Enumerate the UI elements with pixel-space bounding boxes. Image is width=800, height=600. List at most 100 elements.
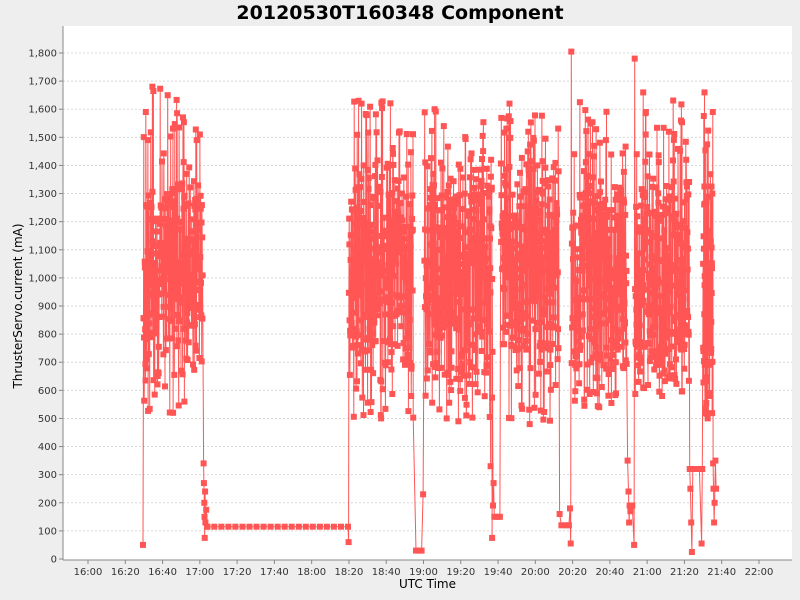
data-point-marker bbox=[600, 311, 607, 318]
data-point-marker bbox=[431, 315, 438, 322]
data-point-marker bbox=[448, 387, 455, 394]
data-point-marker bbox=[649, 257, 656, 264]
data-point-marker bbox=[179, 180, 186, 187]
data-point-marker bbox=[590, 174, 597, 181]
data-point-marker bbox=[517, 169, 523, 176]
data-point-marker bbox=[684, 229, 691, 236]
data-point-marker bbox=[565, 522, 572, 529]
data-point-marker bbox=[533, 238, 540, 245]
data-point-marker bbox=[515, 325, 522, 332]
data-point-marker bbox=[472, 331, 479, 338]
data-point-marker bbox=[170, 198, 177, 205]
data-point-marker bbox=[225, 523, 232, 530]
data-point-marker bbox=[501, 341, 508, 348]
data-point-marker bbox=[536, 217, 543, 224]
data-point-marker bbox=[579, 311, 586, 318]
data-point-marker bbox=[593, 126, 600, 133]
data-point-marker bbox=[385, 299, 392, 306]
data-point-marker bbox=[501, 172, 508, 179]
data-point-marker bbox=[540, 190, 546, 197]
data-point-marker bbox=[180, 119, 187, 126]
data-point-marker bbox=[667, 303, 674, 310]
data-point-marker bbox=[636, 322, 643, 329]
data-point-marker bbox=[612, 269, 619, 276]
data-point-marker bbox=[504, 231, 511, 238]
data-point-marker bbox=[514, 241, 521, 248]
data-point-marker bbox=[709, 410, 716, 417]
data-point-marker bbox=[141, 315, 148, 322]
data-point-marker bbox=[592, 351, 599, 358]
data-point-marker bbox=[552, 382, 559, 388]
data-point-marker bbox=[552, 159, 559, 166]
data-point-marker bbox=[711, 499, 718, 506]
data-point-marker bbox=[174, 110, 181, 117]
data-point-marker bbox=[603, 365, 610, 372]
data-point-marker bbox=[469, 414, 476, 421]
data-point-marker bbox=[309, 523, 316, 530]
data-point-marker bbox=[479, 156, 485, 162]
data-point-marker bbox=[149, 83, 156, 90]
data-point-marker bbox=[609, 324, 616, 331]
data-point-marker bbox=[430, 240, 437, 247]
data-point-marker bbox=[185, 238, 192, 245]
data-point-marker bbox=[371, 292, 378, 299]
data-point-marker bbox=[399, 190, 405, 197]
data-point-marker bbox=[639, 287, 646, 294]
data-point-marker bbox=[352, 165, 359, 172]
data-point-marker bbox=[699, 466, 706, 472]
data-point-marker bbox=[614, 191, 621, 198]
data-point-marker bbox=[365, 129, 372, 136]
data-point-marker bbox=[555, 345, 562, 352]
data-point-marker bbox=[402, 345, 409, 352]
data-point-marker bbox=[597, 357, 604, 364]
data-point-marker bbox=[622, 339, 629, 346]
data-point-marker bbox=[198, 202, 205, 209]
data-point-marker bbox=[511, 260, 518, 267]
data-point-marker bbox=[180, 159, 187, 166]
data-point-marker bbox=[253, 523, 260, 530]
data-point-marker bbox=[703, 288, 710, 295]
data-point-marker bbox=[147, 129, 154, 136]
data-point-marker bbox=[673, 240, 680, 247]
data-point-marker bbox=[175, 312, 181, 318]
data-point-marker bbox=[515, 307, 521, 314]
data-point-marker bbox=[503, 166, 509, 173]
data-point-marker bbox=[172, 223, 179, 230]
data-point-marker bbox=[409, 226, 416, 233]
data-point-marker bbox=[653, 362, 660, 368]
data-point-marker bbox=[468, 253, 475, 260]
data-point-marker bbox=[547, 346, 554, 353]
data-point-marker bbox=[663, 210, 670, 217]
data-point-marker bbox=[684, 266, 691, 273]
data-point-marker bbox=[538, 237, 545, 244]
data-point-marker bbox=[158, 313, 165, 320]
data-point-marker bbox=[446, 399, 453, 406]
data-point-marker bbox=[345, 289, 352, 296]
y-tick-label: 300 bbox=[38, 470, 57, 481]
data-point-marker bbox=[400, 356, 407, 363]
data-point-marker bbox=[361, 251, 368, 258]
data-point-marker bbox=[427, 201, 434, 208]
data-point-marker bbox=[588, 250, 595, 257]
data-point-marker bbox=[673, 210, 680, 217]
data-point-marker bbox=[506, 220, 513, 227]
data-point-marker bbox=[549, 241, 556, 248]
data-point-marker bbox=[632, 293, 639, 300]
data-point-marker bbox=[640, 297, 647, 304]
data-point-marker bbox=[603, 344, 610, 351]
data-point-marker bbox=[543, 324, 550, 331]
data-point-marker bbox=[648, 230, 655, 237]
data-point-marker bbox=[406, 201, 413, 208]
data-point-marker bbox=[675, 331, 682, 338]
data-point-marker bbox=[597, 310, 604, 316]
data-point-marker bbox=[515, 383, 522, 390]
data-point-marker bbox=[444, 227, 451, 234]
data-point-marker bbox=[407, 243, 414, 250]
data-point-marker bbox=[577, 223, 584, 230]
data-point-marker bbox=[610, 351, 617, 358]
x-tick-label: 21:20 bbox=[670, 567, 699, 578]
data-point-marker bbox=[151, 275, 158, 282]
data-point-marker bbox=[485, 321, 492, 327]
data-point-marker bbox=[471, 216, 477, 223]
data-point-marker bbox=[641, 189, 648, 196]
